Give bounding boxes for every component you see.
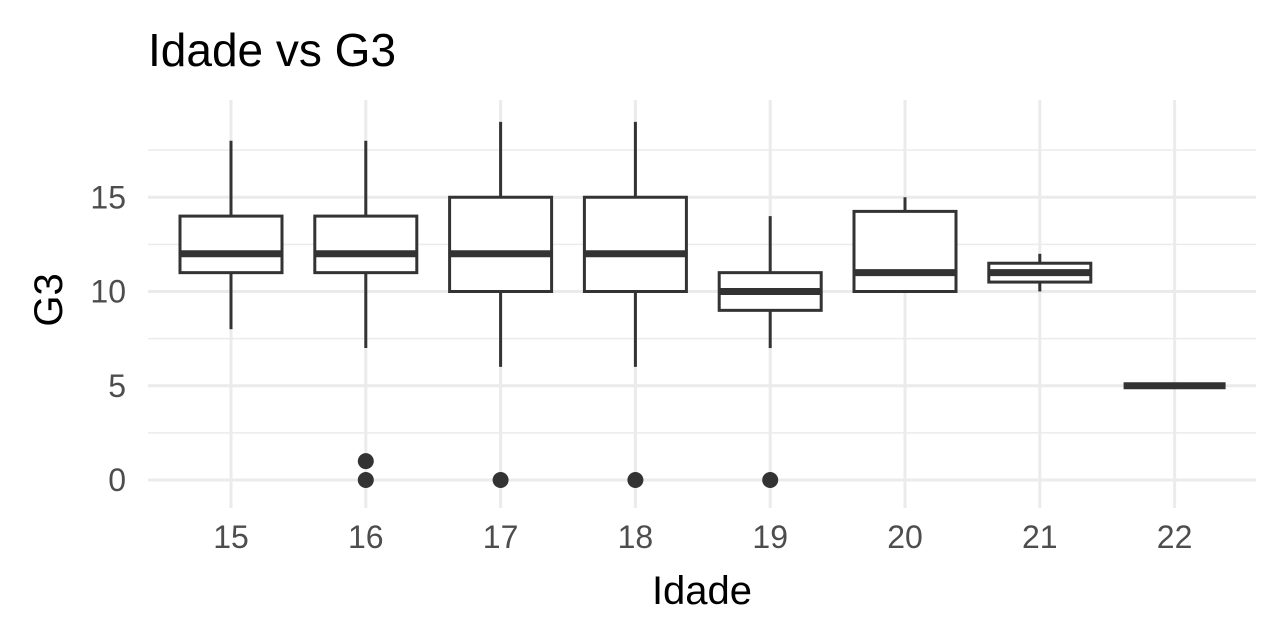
box-group-15 [178,140,284,330]
outlier-point [357,453,374,470]
box-group-20 [852,197,958,293]
box [852,209,958,293]
y-tick-label: 5 [108,368,126,404]
x-tick-label: 17 [483,519,519,555]
y-tick-labels: 0 5 10 15 [90,179,126,498]
box-group-19 [717,216,823,488]
chart-title: Idade vs G3 [148,24,396,76]
box-group-18 [582,121,688,488]
y-axis-title: G3 [27,273,71,326]
y-tick-label: 0 [108,462,126,498]
outlier-point [762,472,779,488]
x-tick-label: 19 [752,519,788,555]
box-group-16 [313,140,419,488]
box [448,195,554,293]
box-group-21 [987,253,1093,292]
box-group-17 [448,121,554,488]
x-tick-label: 21 [1022,519,1058,555]
grid [148,100,1256,508]
y-tick-label: 15 [90,179,126,215]
outlier-point [627,472,644,488]
box [313,214,419,275]
x-tick-label: 22 [1157,519,1193,555]
x-tick-label: 15 [213,519,249,555]
x-axis-title: Idade [652,569,752,613]
box [178,214,284,275]
boxes [178,121,1226,488]
outlier-point [357,472,374,488]
x-tick-label: 18 [618,519,654,555]
x-tick-label: 20 [887,519,923,555]
outlier-point [492,472,509,488]
x-tick-labels: 15 16 17 18 19 20 21 22 [213,519,1192,555]
box [582,195,688,293]
y-tick-label: 10 [90,274,126,310]
x-tick-label: 16 [348,519,384,555]
